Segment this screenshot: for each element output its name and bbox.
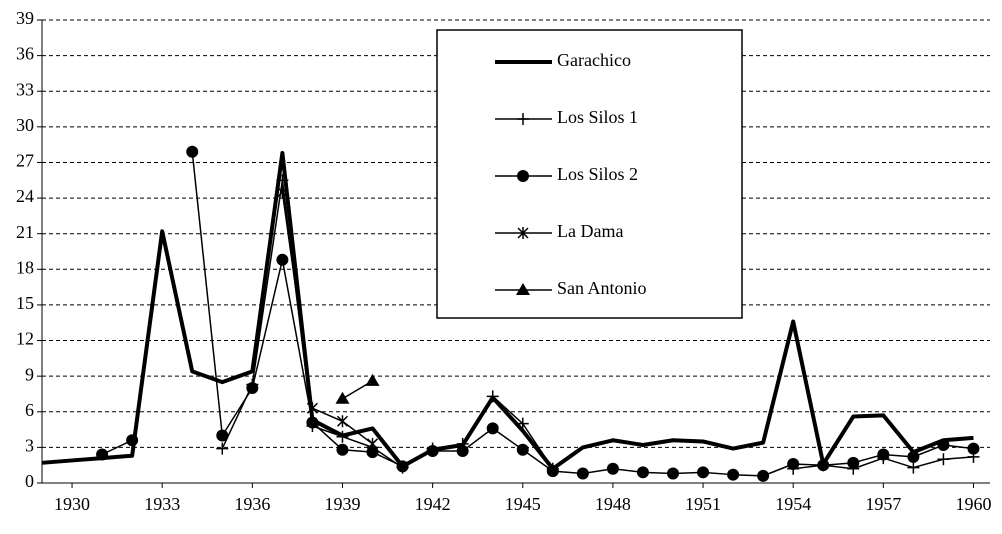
marker: [907, 461, 920, 474]
y-tick-label: 9: [25, 364, 34, 384]
marker: [216, 429, 229, 442]
y-tick-label: 27: [16, 151, 34, 171]
marker: [757, 469, 770, 482]
x-tick-label: 1960: [955, 494, 991, 514]
marker: [336, 415, 349, 428]
marker: [366, 446, 379, 459]
legend-box: [436, 29, 743, 319]
marker: [516, 283, 530, 295]
marker: [967, 442, 980, 455]
marker: [186, 145, 199, 158]
y-tick-label: 12: [16, 329, 34, 349]
marker: [336, 443, 349, 456]
marker: [426, 444, 439, 457]
y-tick-label: 24: [16, 186, 34, 206]
y-tick-label: 30: [16, 115, 34, 135]
x-tick-label: 1942: [415, 494, 451, 514]
x-tick-label: 1930: [54, 494, 90, 514]
marker: [877, 448, 890, 461]
x-tick-label: 1951: [685, 494, 721, 514]
marker: [817, 459, 830, 472]
marker: [335, 391, 350, 404]
marker: [126, 434, 139, 447]
legend-label: Los Silos 1: [557, 107, 638, 127]
x-tick-label: 1948: [595, 494, 631, 514]
series-line: [41, 150, 974, 471]
legend-label: San Antonio: [557, 278, 647, 298]
marker: [396, 460, 409, 473]
x-tick-label: 1945: [505, 494, 541, 514]
marker: [697, 466, 710, 479]
y-tick-label: 6: [25, 400, 34, 420]
marker: [847, 456, 860, 469]
marker: [606, 462, 619, 475]
marker: [517, 170, 529, 182]
y-tick-label: 33: [16, 79, 34, 99]
marker: [937, 453, 950, 466]
x-tick-label: 1939: [324, 494, 360, 514]
marker: [456, 444, 469, 457]
y-tick-label: 21: [16, 222, 34, 242]
x-tick-label: 1936: [234, 494, 270, 514]
marker: [276, 174, 289, 187]
y-tick-label: 0: [25, 471, 34, 491]
marker: [666, 467, 679, 480]
marker: [216, 442, 229, 455]
legend: Garachico Los Silos 1 Los Silos 2 La Dama Sa…: [436, 29, 743, 319]
y-tick-label: 18: [16, 257, 34, 277]
x-tick-label: 1957: [865, 494, 901, 514]
marker: [306, 402, 318, 415]
y-tick-label: 3: [25, 436, 34, 456]
x-tick-label: 1933: [144, 494, 180, 514]
x-tick-label: 1954: [775, 494, 811, 514]
marker: [937, 439, 950, 452]
marker: [517, 113, 529, 125]
marker: [576, 467, 589, 480]
series-line: [281, 192, 373, 445]
marker: [516, 443, 529, 456]
marker: [517, 227, 529, 239]
marker: [246, 382, 259, 395]
marker: [486, 390, 499, 403]
marker: [636, 466, 649, 479]
marker: [907, 450, 920, 463]
marker: [787, 458, 800, 471]
marker: [516, 417, 529, 430]
legend-label: Los Silos 2: [557, 164, 638, 184]
marker: [336, 430, 349, 443]
marker: [366, 437, 379, 450]
y-tick-label: 36: [16, 44, 34, 64]
y-tick-label: 15: [16, 293, 34, 313]
marker: [276, 253, 289, 266]
y-tick-label: 39: [16, 8, 34, 28]
marker: [276, 186, 288, 199]
legend-label: Garachico: [557, 50, 631, 70]
legend-label: La Dama: [557, 221, 623, 241]
marker: [365, 373, 380, 386]
marker: [486, 422, 499, 435]
marker: [306, 416, 319, 429]
marker: [96, 448, 109, 461]
marker: [546, 465, 559, 478]
marker: [727, 468, 740, 481]
